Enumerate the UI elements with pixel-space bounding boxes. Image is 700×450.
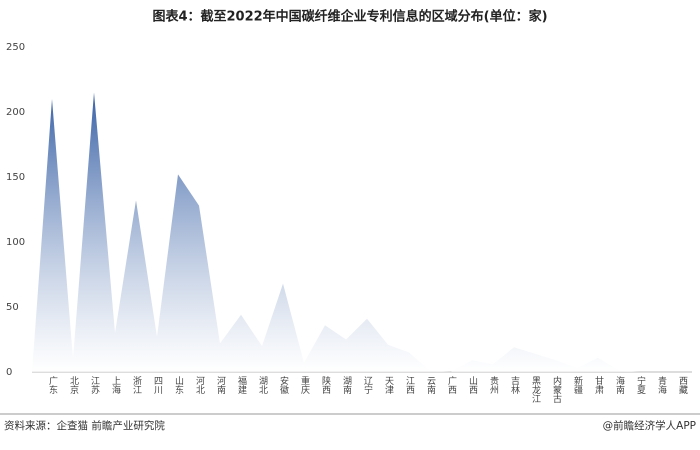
x-tick-label: 浙江 bbox=[131, 375, 142, 395]
x-tick-label: 安徽 bbox=[278, 375, 289, 395]
x-tick-label: 湖南 bbox=[341, 376, 352, 394]
y-tick-label: 0 bbox=[6, 367, 12, 378]
y-tick-label: 200 bbox=[6, 107, 25, 118]
y-tick-label: 100 bbox=[6, 237, 25, 248]
x-tick-label: 河北 bbox=[194, 375, 205, 395]
x-tick-label: 陕西 bbox=[320, 375, 331, 395]
x-tick-label: 黑龙江 bbox=[530, 376, 541, 404]
x-tick-label: 福建 bbox=[236, 375, 247, 395]
y-tick-label: 50 bbox=[6, 302, 19, 313]
x-tick-label: 云南 bbox=[425, 376, 436, 394]
x-tick-label: 天津 bbox=[383, 376, 394, 395]
x-tick-label: 北京 bbox=[68, 376, 79, 395]
x-tick-label: 吉林 bbox=[509, 376, 520, 395]
source: 资料来源：企查猫 前瞻产业研究院 bbox=[4, 419, 165, 432]
x-tick-label: 内蒙古 bbox=[551, 375, 562, 404]
x-tick-label: 山西 bbox=[467, 376, 478, 395]
y-tick-label: 250 bbox=[6, 42, 25, 53]
x-tick-label: 贵州 bbox=[488, 375, 499, 394]
area bbox=[32, 92, 692, 372]
x-tick-label: 宁夏 bbox=[635, 375, 646, 394]
x-tick-label: 新疆 bbox=[572, 375, 583, 395]
x-tick-label: 山东 bbox=[173, 376, 184, 394]
x-tick-label: 重庆 bbox=[299, 375, 310, 395]
x-tick-label: 海南 bbox=[614, 375, 625, 394]
x-tick-label: 四川 bbox=[152, 376, 163, 394]
chart-title: 图表4：截至2022年中国碳纤维企业专利信息的区域分布(单位：家) bbox=[152, 9, 547, 25]
x-tick-label: 甘肃 bbox=[593, 375, 604, 395]
x-tick-label: 河南 bbox=[215, 375, 226, 394]
x-tick-label: 广东 bbox=[47, 375, 58, 394]
y-tick-label: 150 bbox=[6, 172, 25, 183]
x-tick-label: 江苏 bbox=[89, 376, 100, 395]
x-tick-label: 江西 bbox=[404, 376, 415, 395]
x-tick-label: 湖北 bbox=[257, 376, 268, 395]
x-tick-label: 上海 bbox=[110, 376, 121, 395]
x-tick-label: 辽宁 bbox=[362, 376, 373, 394]
brand: @前瞻经济学人APP bbox=[603, 419, 696, 432]
x-tick-label: 西藏 bbox=[677, 376, 688, 395]
x-tick-label: 青海 bbox=[656, 375, 667, 395]
x-tick-label: 广西 bbox=[446, 375, 457, 395]
